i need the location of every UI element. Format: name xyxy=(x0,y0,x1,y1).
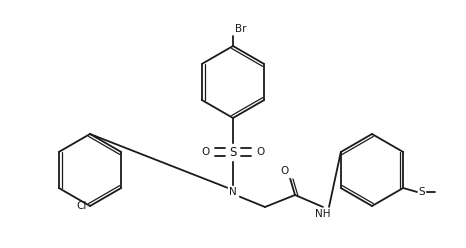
Text: N: N xyxy=(229,187,237,197)
Text: O: O xyxy=(202,147,210,157)
Text: S: S xyxy=(418,187,425,197)
Text: O: O xyxy=(281,166,289,176)
Text: O: O xyxy=(256,147,264,157)
Text: NH: NH xyxy=(315,209,331,219)
Text: Cl: Cl xyxy=(76,201,87,211)
Text: S: S xyxy=(229,146,237,158)
Text: Br: Br xyxy=(235,24,247,34)
